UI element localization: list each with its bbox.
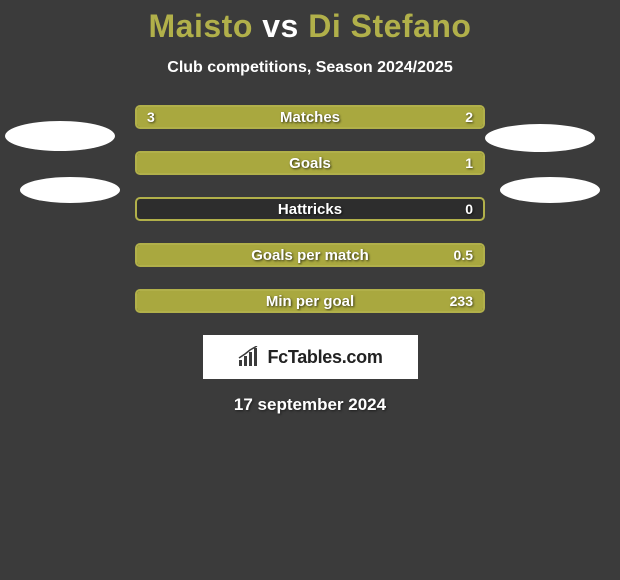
stat-row: 32Matches	[135, 105, 485, 129]
brand-chart-icon	[237, 346, 263, 368]
stats-container: 32Matches1Goals0Hattricks0.5Goals per ma…	[135, 105, 485, 313]
player-badge-oval	[485, 124, 595, 152]
snapshot-date: 17 september 2024	[0, 395, 620, 415]
comparison-title: Maisto vs Di Stefano	[0, 0, 620, 45]
stat-value-left: 3	[137, 107, 165, 127]
stat-fill-left	[137, 107, 345, 127]
stat-row: 233Min per goal	[135, 289, 485, 313]
stat-fill-right	[137, 153, 483, 173]
stat-row: 0.5Goals per match	[135, 243, 485, 267]
stat-value-right: 0	[455, 199, 483, 219]
player-badge-oval	[500, 177, 600, 203]
player-badge-oval	[5, 121, 115, 151]
title-vs: vs	[262, 8, 299, 44]
stat-fill-right	[137, 245, 483, 265]
stat-value-right: 1	[455, 153, 483, 173]
subtitle: Club competitions, Season 2024/2025	[0, 59, 620, 77]
stat-value-right: 2	[455, 107, 483, 127]
stat-value-right: 0.5	[444, 245, 483, 265]
stat-value-right: 233	[440, 291, 483, 311]
player-badge-oval	[20, 177, 120, 203]
stat-label: Hattricks	[137, 199, 483, 219]
player1-name: Maisto	[149, 8, 253, 44]
stat-row: 0Hattricks	[135, 197, 485, 221]
brand-text: FcTables.com	[267, 347, 382, 368]
stat-row: 1Goals	[135, 151, 485, 175]
stat-fill-right	[137, 291, 483, 311]
player2-name: Di Stefano	[308, 8, 471, 44]
brand-badge: FcTables.com	[203, 335, 418, 379]
